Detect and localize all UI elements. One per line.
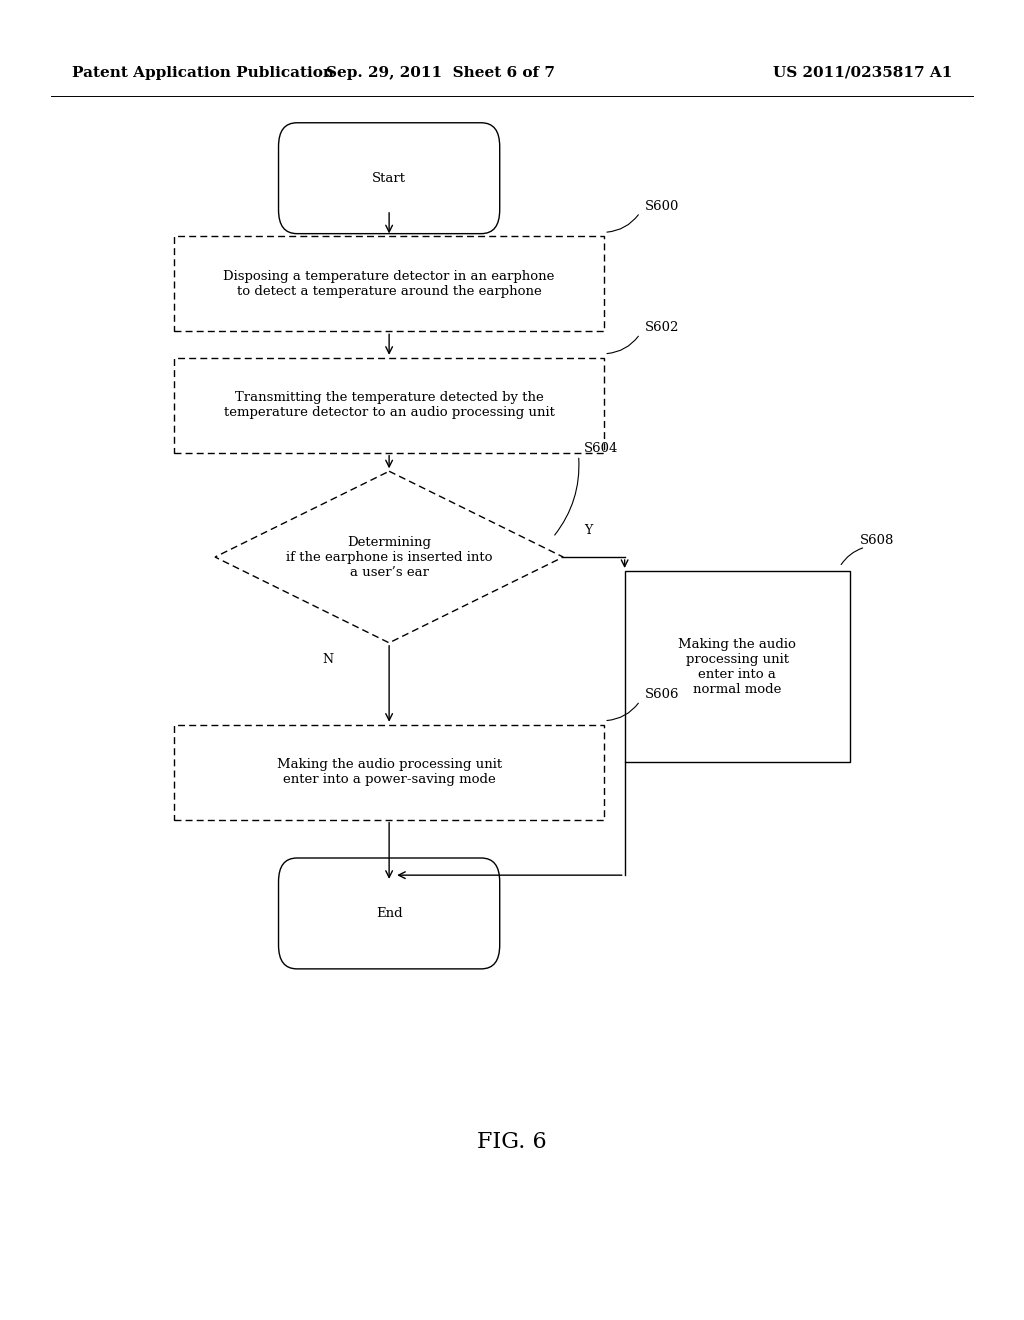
Text: Start: Start [372,172,407,185]
Text: S604: S604 [584,442,618,455]
Text: S608: S608 [860,535,895,546]
Text: N: N [323,653,333,667]
Text: Y: Y [584,524,592,537]
Polygon shape [215,471,563,643]
Text: US 2011/0235817 A1: US 2011/0235817 A1 [773,66,952,79]
Text: Sep. 29, 2011  Sheet 6 of 7: Sep. 29, 2011 Sheet 6 of 7 [326,66,555,79]
Text: Transmitting the temperature detected by the
temperature detector to an audio pr: Transmitting the temperature detected by… [223,391,555,420]
Text: End: End [376,907,402,920]
Text: FIG. 6: FIG. 6 [477,1131,547,1152]
FancyBboxPatch shape [279,858,500,969]
Text: S606: S606 [645,688,680,701]
FancyBboxPatch shape [174,358,604,453]
Text: S600: S600 [645,199,680,213]
FancyBboxPatch shape [279,123,500,234]
FancyBboxPatch shape [625,570,850,763]
Text: S602: S602 [645,321,680,334]
Text: Patent Application Publication: Patent Application Publication [72,66,334,79]
FancyBboxPatch shape [174,725,604,820]
Text: Making the audio processing unit
enter into a power-saving mode: Making the audio processing unit enter i… [276,758,502,787]
Text: Disposing a temperature detector in an earphone
to detect a temperature around t: Disposing a temperature detector in an e… [223,269,555,298]
FancyBboxPatch shape [174,236,604,331]
Text: Making the audio
processing unit
enter into a
normal mode: Making the audio processing unit enter i… [678,638,797,696]
Text: Determining
if the earphone is inserted into
a user’s ear: Determining if the earphone is inserted … [286,536,493,578]
